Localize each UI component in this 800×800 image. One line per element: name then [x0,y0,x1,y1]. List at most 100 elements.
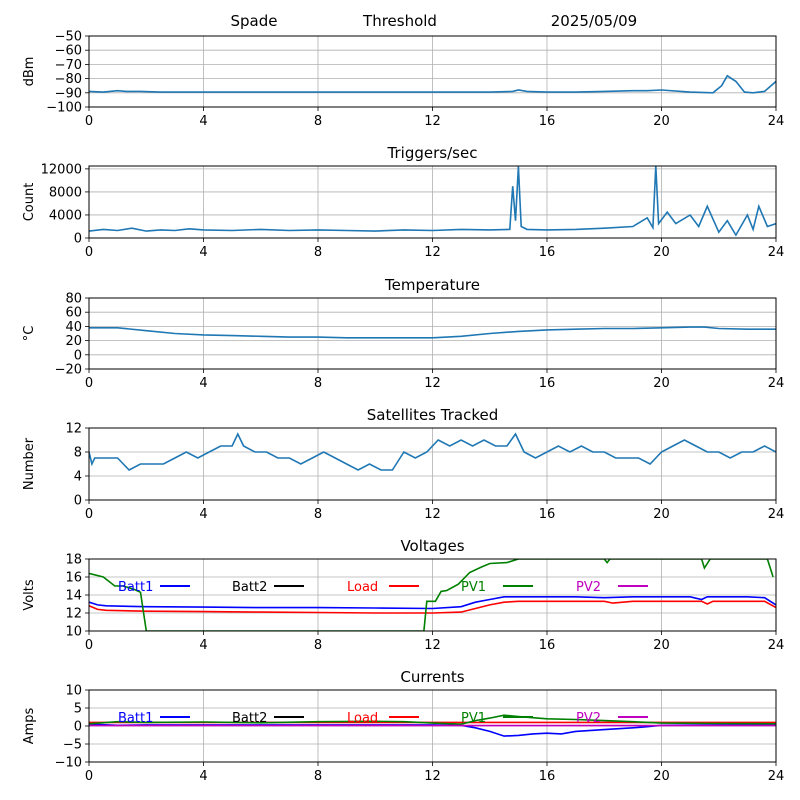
x-tick-label: 0 [85,114,93,129]
y-tick-label: −5 [63,738,82,753]
legend-label-batt2: Batt2 [232,711,267,726]
y-tick-label: 0 [74,348,82,363]
y-axis-label: Count [22,183,37,222]
x-tick-label: 0 [85,507,93,522]
chart-panel-0: 0 4 8 12 16 20 24 −100−90−80−70−60−50 dBm [22,30,784,130]
series-line-pv1 [89,559,774,631]
y-tick-label: −70 [55,58,82,73]
x-tick-label: 4 [199,114,207,129]
y-tick-label: 40 [65,320,82,335]
y-tick-label: −20 [55,363,82,378]
y-tick-label: 14 [65,589,82,604]
x-tick-label: 24 [768,507,785,522]
x-tick-label: 12 [424,769,441,784]
x-tick-label: 12 [424,245,441,260]
chart-panel-3: 0 4 8 12 16 20 24 0 4 8 12 Satellites Tracked Number [22,406,784,522]
x-tick-label: 8 [314,376,322,391]
x-tick-label: 16 [539,638,556,653]
y-tick-label: 18 [65,553,82,568]
series-line-0 [89,432,776,471]
y-tick-label: 5 [74,702,82,717]
legend-label-pv2: PV2 [576,580,601,595]
legend-label-pv1: PV1 [461,580,486,595]
x-tick-label: 20 [653,114,670,129]
y-tick-label: 0 [74,720,82,735]
x-tick-label: 24 [768,376,785,391]
x-tick-label: 0 [85,769,93,784]
y-axis-label: dBm [22,57,37,87]
legend-label-load: Load [347,580,378,595]
x-tick-label: 4 [199,638,207,653]
header-station: Spade [231,12,278,30]
series-line-load [89,600,776,614]
x-tick-label: 8 [314,245,322,260]
chart-title: Currents [400,668,464,686]
x-tick-label: 0 [85,638,93,653]
x-tick-label: 4 [199,376,207,391]
y-tick-label: 80 [65,292,82,307]
y-tick-label: −10 [55,756,82,771]
x-tick-label: 0 [85,245,93,260]
legend-label-pv1: PV1 [461,711,486,726]
x-tick-label: 20 [653,769,670,784]
y-tick-label: 12 [65,422,82,437]
y-axis-label: °C [22,326,37,342]
y-axis-label: Number [22,437,37,490]
y-tick-label: 12000 [41,162,82,177]
legend-label-batt1: Batt1 [118,711,153,726]
x-tick-label: 20 [653,638,670,653]
chart-title: Voltages [400,537,464,555]
y-tick-label: 8 [74,446,82,461]
x-tick-label: 16 [539,245,556,260]
y-tick-label: 10 [65,625,82,640]
x-tick-label: 12 [424,638,441,653]
legend-label-batt2: Batt2 [232,580,267,595]
x-tick-label: 24 [768,114,785,129]
x-tick-label: 12 [424,376,441,391]
chart-title: Triggers/sec [387,144,478,162]
x-tick-label: 4 [199,769,207,784]
y-tick-label: 10 [65,684,82,699]
legend-label-pv2: PV2 [576,711,601,726]
x-tick-label: 16 [539,507,556,522]
header-mode: Threshold [362,12,437,30]
chart-title: Temperature [384,276,480,294]
series-line-0 [89,74,776,94]
y-tick-label: 16 [65,571,82,586]
chart-panel-4: 0 4 8 12 16 20 24 10 12 14 16 18 Voltages Volts Batt1 B… [22,537,784,653]
y-tick-label: 0 [74,232,82,247]
y-tick-label: −100 [46,101,82,116]
legend-label-load: Load [347,711,378,726]
x-tick-label: 8 [314,114,322,129]
y-axis-label: Amps [22,707,37,744]
x-tick-label: 8 [314,507,322,522]
header-date: 2025/05/09 [551,12,637,30]
y-tick-label: 8000 [49,185,82,200]
x-tick-label: 24 [768,638,785,653]
x-tick-label: 16 [539,114,556,129]
y-tick-label: 4000 [49,208,82,223]
y-tick-label: 20 [65,334,82,349]
x-tick-label: 8 [314,638,322,653]
y-tick-label: 4 [74,470,82,485]
x-tick-label: 4 [199,507,207,522]
series-line-0 [89,166,776,237]
chart-title: Satellites Tracked [367,406,498,424]
y-tick-label: −50 [55,30,82,45]
legend-label-batt1: Batt1 [118,580,153,595]
y-tick-label: −90 [55,86,82,101]
x-tick-label: 8 [314,769,322,784]
chart-panel-5: 0 4 8 12 16 20 24 −10 −5 0 5 10 Currents Amps Batt1 Bat… [22,668,784,784]
x-tick-label: 20 [653,507,670,522]
y-axis-label: Volts [22,579,37,611]
x-tick-label: 4 [199,245,207,260]
x-tick-label: 12 [424,114,441,129]
series-line-pv1 [89,714,776,726]
x-tick-label: 20 [653,245,670,260]
y-tick-label: 12 [65,607,82,622]
x-tick-label: 24 [768,245,785,260]
series-line-0 [89,326,776,339]
x-tick-label: 20 [653,376,670,391]
